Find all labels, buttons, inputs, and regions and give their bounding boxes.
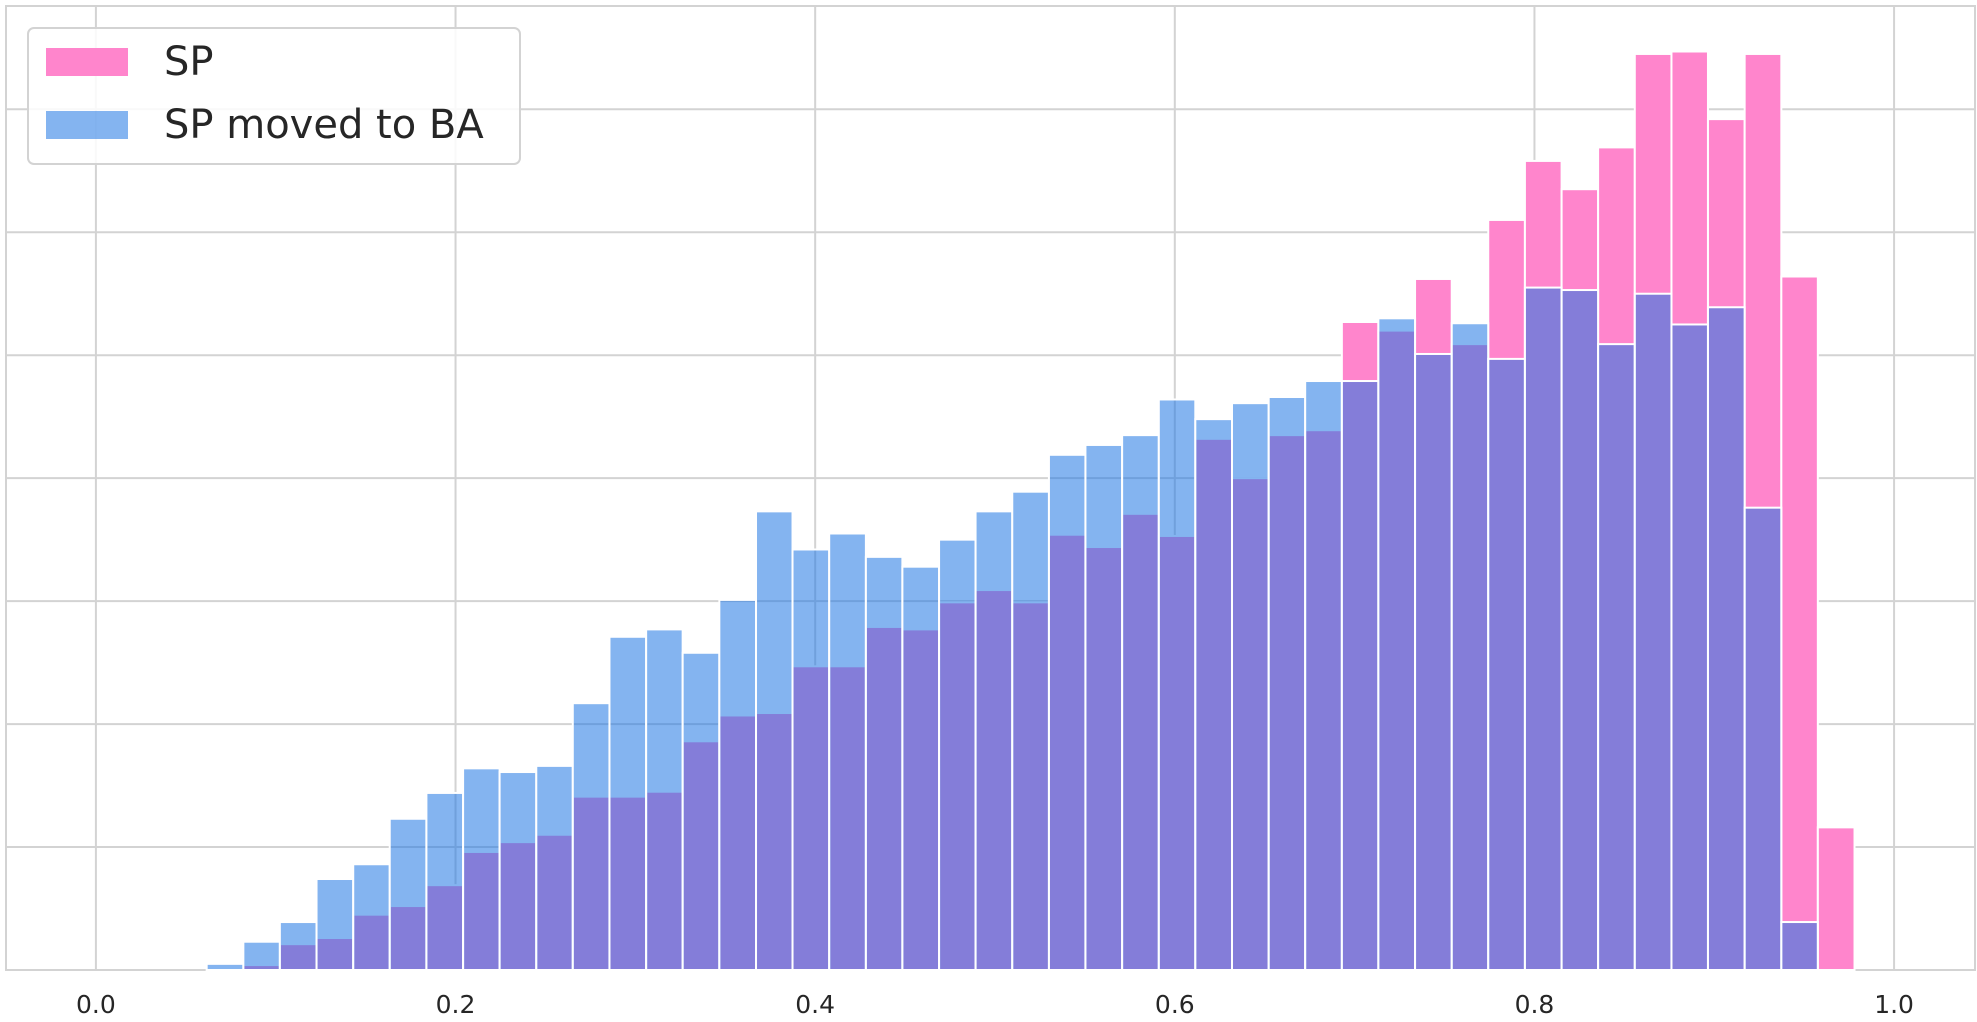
bar: [1597, 343, 1636, 971]
bar: [1377, 317, 1417, 971]
bar: [1450, 322, 1490, 971]
bar: [1743, 506, 1783, 971]
bar: [1121, 434, 1160, 971]
legend-swatch: [46, 111, 128, 139]
bar: [1304, 380, 1343, 971]
bar: [1633, 292, 1673, 971]
bar: [1047, 453, 1087, 971]
bar: [1084, 443, 1124, 971]
bar: [535, 764, 574, 971]
bar: [718, 598, 758, 972]
bar: [1157, 398, 1197, 972]
bar: [791, 548, 831, 972]
bar: [1011, 490, 1050, 971]
bar: [1487, 357, 1526, 971]
bar: [828, 532, 867, 971]
bar: [645, 628, 684, 971]
ticks: 0.0 0.2 0.4 0.6 0.8 1.0: [76, 990, 1914, 1019]
bar: [1340, 380, 1380, 971]
bar: [462, 767, 501, 971]
bar: [1267, 396, 1307, 971]
x-tick-label: 0.2: [436, 990, 476, 1019]
bar: [425, 791, 465, 971]
bar: [755, 510, 794, 971]
bar: [498, 771, 538, 971]
bar: [1194, 418, 1233, 971]
legend-label: SP moved to BA: [164, 102, 484, 148]
bar: [1706, 306, 1746, 971]
bar: [1560, 289, 1600, 971]
bar: [608, 635, 648, 972]
bar: [681, 651, 721, 971]
bar: [1414, 352, 1453, 971]
bar: [352, 863, 391, 972]
bar: [1670, 323, 1709, 971]
bar: [388, 817, 428, 971]
bar: [278, 921, 318, 971]
x-tick-label: 0.0: [76, 990, 116, 1019]
bar: [938, 538, 977, 972]
bar: [974, 510, 1014, 971]
bar: [1230, 402, 1270, 972]
bar: [901, 565, 941, 971]
x-tick-label: 0.8: [1515, 990, 1555, 1019]
legend: SP SP moved to BA: [27, 27, 521, 165]
bar: [571, 702, 611, 972]
legend-box: [27, 27, 521, 165]
bars: [205, 50, 1856, 972]
bar: [1780, 275, 1819, 971]
bar: [1780, 921, 1819, 971]
bar: [1816, 826, 1856, 972]
bar: [242, 940, 281, 971]
x-tick-label: 0.4: [795, 990, 835, 1019]
x-tick-label: 0.6: [1155, 990, 1195, 1019]
bar: [1523, 286, 1563, 971]
bar: [315, 878, 355, 971]
legend-label: SP: [164, 39, 214, 85]
bar: [205, 962, 245, 972]
bar: [864, 555, 904, 971]
x-tick-label: 1.0: [1874, 990, 1914, 1019]
legend-swatch: [46, 48, 128, 76]
